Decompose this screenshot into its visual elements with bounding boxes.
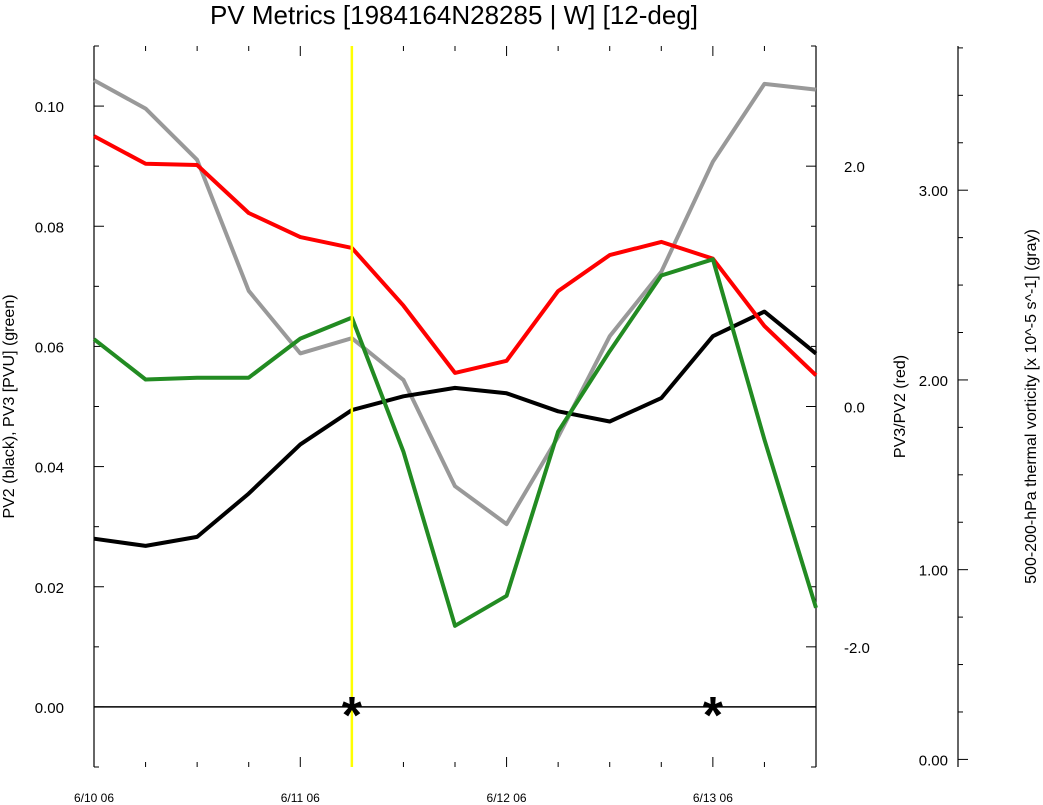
ratio-tick-label: 2.0 [844, 159, 865, 176]
right-y-axis-ratio-label: PV3/PV2 (red) [892, 355, 909, 458]
left-tick-label: 0.10 [35, 99, 64, 116]
left-tick-label: 0.00 [35, 700, 64, 717]
ratio-tick-label: 0.0 [844, 400, 865, 417]
left-tick-label: 0.08 [35, 219, 64, 236]
series-layer [92, 78, 818, 628]
right-y-axis-vorticity: 0.00 1.00 2.00 3.00 [919, 46, 968, 769]
asterisk-marker: * [703, 687, 724, 745]
x-tick-label: 6/10 06 [74, 791, 114, 805]
asterisk-marker: * [342, 687, 363, 745]
left-tick-label: 0.04 [35, 460, 64, 477]
vorticity-tick-label: 0.00 [919, 752, 948, 769]
left-y-axis-label: PV2 (black), PV3 [PVU] (green) [1, 294, 18, 518]
vorticity-tick-label: 2.00 [919, 373, 948, 390]
x-tick-label: 6/11 06 [281, 791, 320, 805]
ratio-tick-label: -2.0 [844, 640, 870, 657]
marker-layer: * * [94, 46, 816, 767]
right-y-axis-ratio: -2.0 0.0 2.0 [806, 45, 870, 768]
series-line-pv2 [93, 309, 818, 548]
x-axis: 6/10 06 6/11 06 6/12 06 6/13 06 [74, 46, 817, 805]
left-y-axis: 0.00 0.02 0.04 0.06 0.08 0.10 [35, 45, 104, 768]
left-tick-label: 0.02 [35, 580, 64, 597]
chart-title: PV Metrics [1984164N28285 | W] [12-deg] [210, 0, 698, 30]
left-tick-label: 0.06 [35, 339, 64, 356]
right-y-axis-vorticity-label: 500-200-hPa thermal vorticity [x 10^-5 s… [1023, 229, 1040, 584]
x-tick-label: 6/13 06 [693, 791, 733, 805]
series-line-thermal-vorticity [93, 78, 817, 527]
vorticity-tick-label: 1.00 [919, 563, 948, 580]
vorticity-tick-label: 3.00 [919, 183, 948, 200]
series-line-pv3 [92, 257, 818, 628]
plot-frame [93, 46, 817, 767]
series-line-pv3-pv2 [93, 134, 818, 377]
x-tick-label: 6/12 06 [487, 791, 527, 805]
